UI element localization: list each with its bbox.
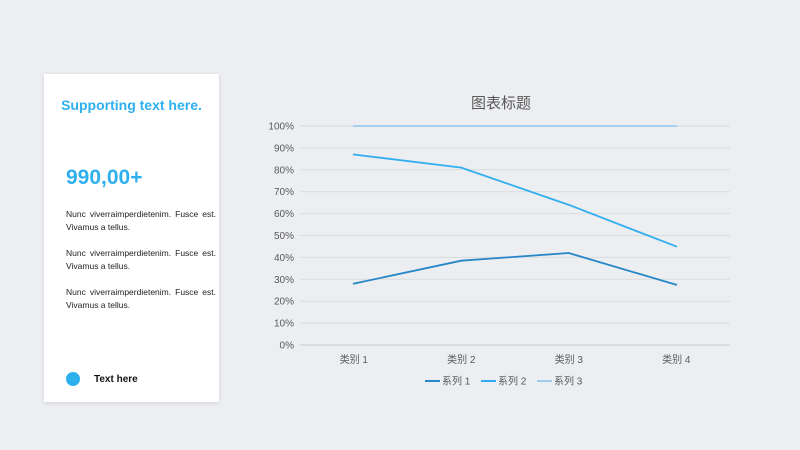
- y-tick-label: 40%: [274, 253, 294, 264]
- card-metric: 990,00+: [66, 166, 143, 189]
- card-paragraph-3: Nunc viverraimperdietenim. Fusce est. Vi…: [66, 287, 216, 310]
- y-tick-label: 0%: [280, 341, 295, 352]
- y-tick-label: 10%: [274, 319, 294, 330]
- card-paragraph-2: Nunc viverraimperdietenim. Fusce est. Vi…: [66, 248, 216, 271]
- y-tick-label: 30%: [274, 275, 294, 286]
- x-tick-label: 类别 4: [662, 353, 691, 366]
- x-tick-label: 类别 3: [555, 353, 584, 366]
- series-line-1: [352, 252, 678, 286]
- x-tick-label: 类别 2: [447, 353, 476, 366]
- y-tick-label: 90%: [274, 143, 294, 154]
- x-tick-label: 类别 1: [340, 353, 369, 366]
- info-card: Supporting text here. 990,00+ Nunc viver…: [44, 74, 219, 402]
- y-tick-label: 80%: [274, 165, 294, 176]
- y-tick-label: 60%: [274, 209, 294, 220]
- dot-icon: [66, 372, 80, 386]
- series-line-2: [352, 153, 678, 248]
- card-footer-label: Text here: [94, 374, 138, 385]
- card-title: Supporting text here.: [61, 97, 202, 113]
- y-tick-label: 70%: [274, 187, 294, 198]
- y-tick-label: 100%: [268, 122, 294, 133]
- y-tick-label: 50%: [274, 231, 294, 242]
- legend-label: 系列 3: [554, 375, 583, 388]
- y-tick-label: 20%: [274, 297, 294, 308]
- card-paragraph-1: Nunc viverraimperdietenim. Fusce est. Vi…: [66, 209, 216, 232]
- legend-label: 系列 1: [442, 375, 471, 388]
- chart-title: 图表标题: [471, 95, 531, 112]
- legend-label: 系列 2: [498, 375, 527, 388]
